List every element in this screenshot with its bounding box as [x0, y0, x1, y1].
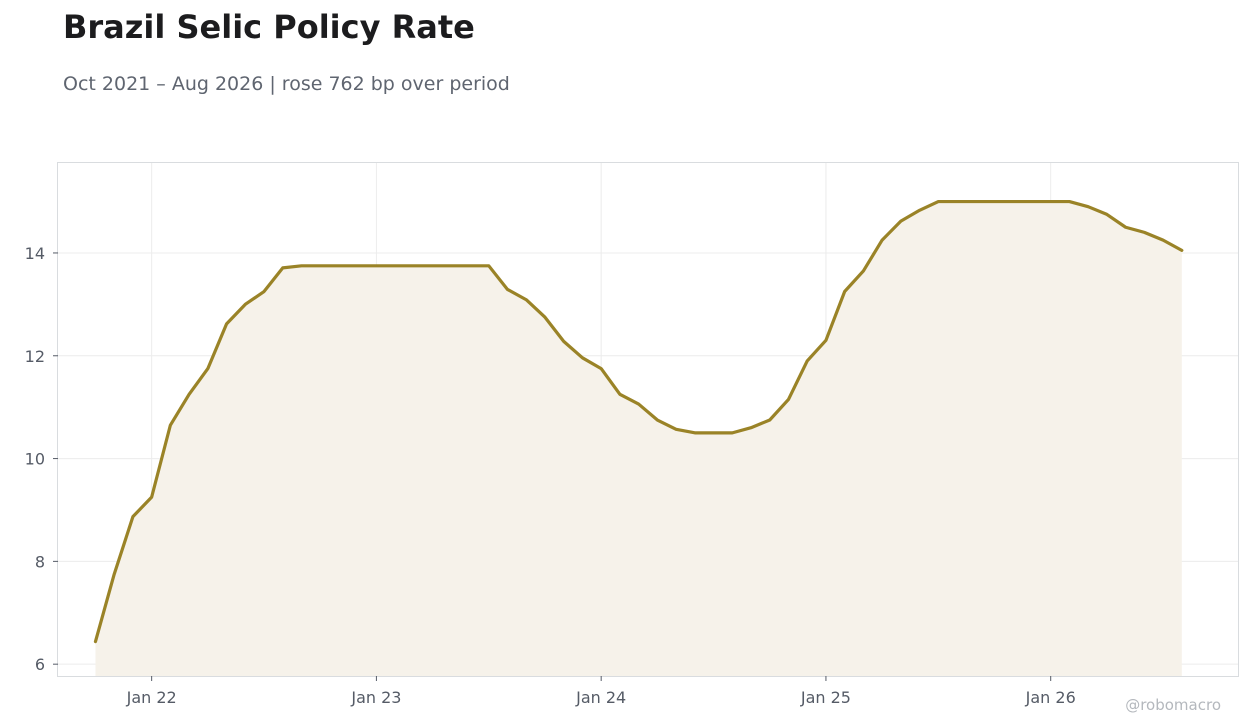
data-point: [225, 322, 228, 325]
data-point: [806, 359, 809, 362]
data-point: [600, 367, 603, 370]
data-point: [94, 640, 97, 643]
data-point: [693, 431, 696, 434]
data-point: [787, 398, 790, 401]
data-point: [450, 264, 453, 267]
data-point: [262, 290, 265, 293]
series-line: [93, 199, 1184, 644]
y-tick-label: 12: [25, 347, 45, 366]
data-point: [656, 418, 659, 421]
data-point: [431, 264, 434, 267]
data-point: [562, 340, 565, 343]
data-point: [993, 200, 996, 203]
y-tick-label: 10: [25, 450, 45, 469]
data-point: [1068, 200, 1071, 203]
chart-title: Brazil Selic Policy Rate: [63, 8, 475, 46]
data-point: [581, 356, 584, 359]
data-point: [319, 264, 322, 267]
data-point: [899, 219, 902, 222]
data-point: [937, 200, 940, 203]
data-point: [768, 418, 771, 421]
data-point: [1105, 213, 1108, 216]
area-fill: [95, 201, 1182, 677]
data-point: [731, 431, 734, 434]
ytick-layer: 6 8 10 12 14: [25, 244, 58, 674]
data-point: [824, 339, 827, 342]
y-tick-label: 14: [25, 244, 45, 263]
data-point: [1143, 231, 1146, 234]
data-point: [244, 303, 247, 306]
data-point: [1087, 205, 1090, 208]
data-point: [1161, 239, 1164, 242]
data-point: [637, 402, 640, 405]
data-point: [506, 288, 509, 291]
data-point: [675, 428, 678, 431]
data-point: [749, 426, 752, 429]
data-point: [1030, 200, 1033, 203]
data-point: [394, 264, 397, 267]
x-tick-label: Jan 25: [800, 688, 851, 707]
data-point: [1180, 249, 1183, 252]
data-point: [412, 264, 415, 267]
credit-label: @robomacro: [1125, 696, 1221, 714]
data-point: [206, 367, 209, 370]
data-point: [300, 264, 303, 267]
data-point: [375, 264, 378, 267]
data-point: [974, 200, 977, 203]
y-tick-label: 8: [35, 552, 45, 571]
y-tick-label: 6: [35, 655, 45, 674]
data-point: [918, 209, 921, 212]
data-point: [881, 239, 884, 242]
data-point: [543, 316, 546, 319]
data-point: [712, 431, 715, 434]
data-point: [356, 264, 359, 267]
data-point: [169, 424, 172, 427]
data-point: [525, 298, 528, 301]
xtick-layer: Jan 22 Jan 23 Jan 24 Jan 25 Jan 26: [126, 676, 1076, 707]
data-point: [131, 515, 134, 518]
x-tick-label: Jan 26: [1025, 688, 1076, 707]
data-point: [113, 573, 116, 576]
chart-subtitle: Oct 2021 – Aug 2026 | rose 762 bp over p…: [63, 73, 510, 95]
data-point: [1124, 226, 1127, 229]
data-point: [468, 264, 471, 267]
data-point: [843, 290, 846, 293]
x-tick-label: Jan 24: [575, 688, 626, 707]
plot-frame: [57, 162, 1239, 677]
x-tick-label: Jan 23: [350, 688, 401, 707]
data-point: [862, 269, 865, 272]
data-point: [955, 200, 958, 203]
data-point: [281, 266, 284, 269]
data-point: [618, 393, 621, 396]
data-point: [1012, 200, 1015, 203]
data-point: [188, 393, 191, 396]
data-point: [487, 264, 490, 267]
x-tick-label: Jan 22: [126, 688, 177, 707]
data-point: [150, 496, 153, 499]
data-point: [1049, 200, 1052, 203]
data-point: [337, 264, 340, 267]
